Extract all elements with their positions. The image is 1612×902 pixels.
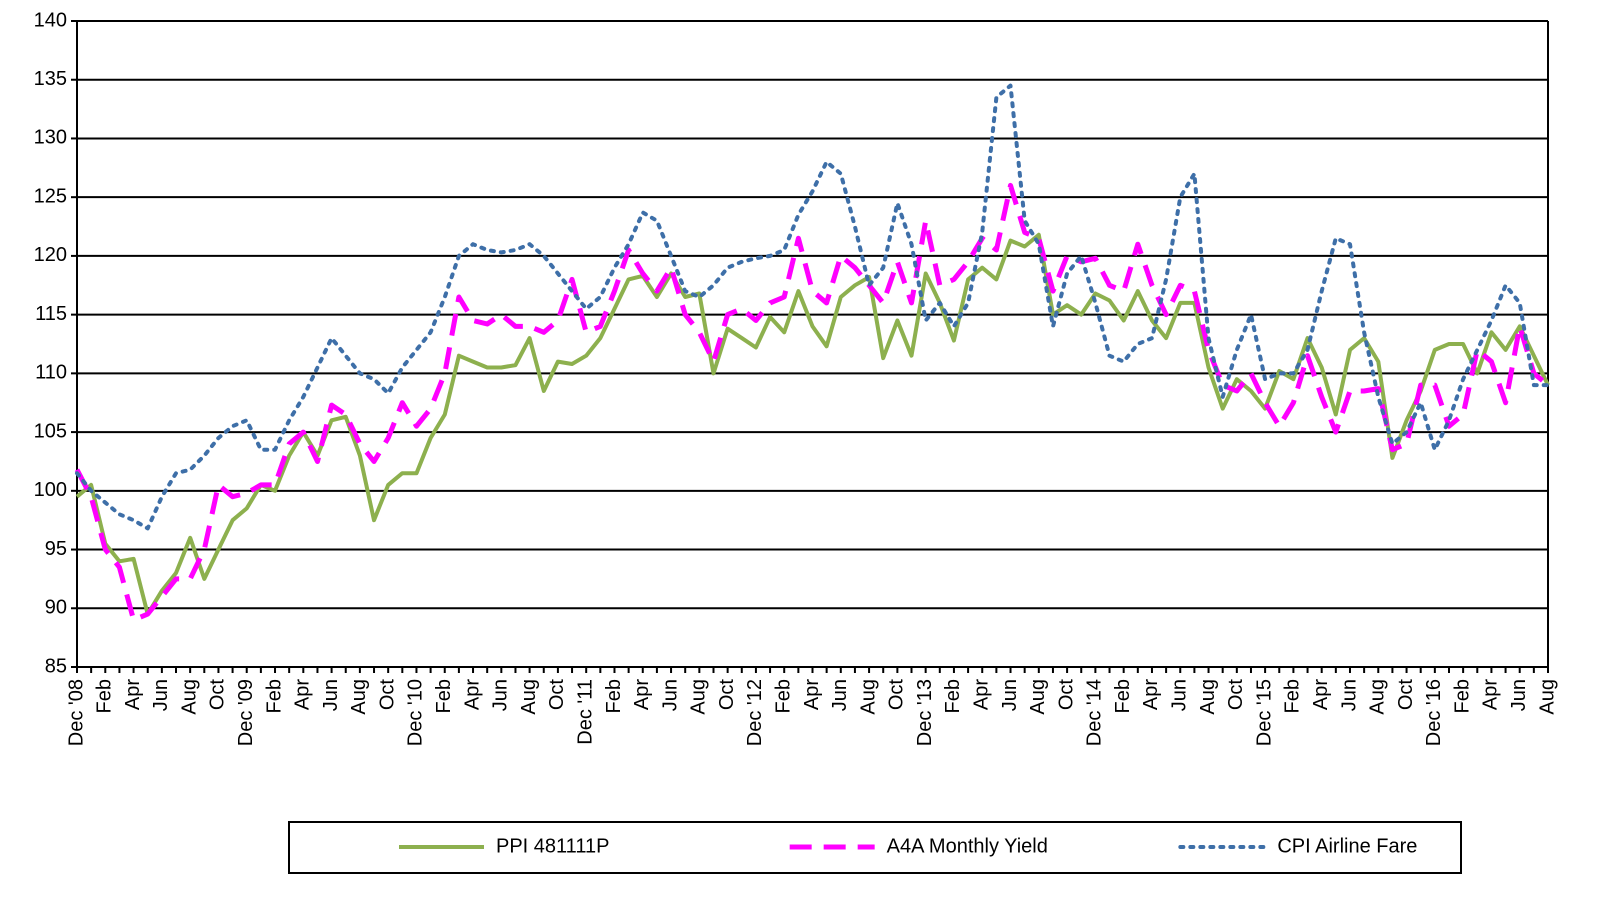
- y-tick-label: 140: [34, 9, 67, 31]
- x-tick-label: Feb: [263, 679, 285, 713]
- x-tick-label: Dec '12: [744, 679, 766, 746]
- x-tick-label: Aug: [857, 679, 879, 715]
- series-line: [75, 83, 1550, 531]
- x-tick-label: Feb: [1451, 679, 1473, 713]
- x-tick-label: Oct: [546, 679, 568, 711]
- x-tick-label: Apr: [1310, 679, 1332, 710]
- x-tick-label: Aug: [1027, 679, 1049, 715]
- y-tick-label: 95: [45, 538, 67, 560]
- x-tick-label: Jun: [320, 679, 342, 711]
- x-tick-label: Apr: [1140, 679, 1162, 710]
- legend-label: A4A Monthly Yield: [887, 835, 1048, 857]
- x-tick-label: Apr: [971, 679, 993, 710]
- x-tick-label: Aug: [1536, 679, 1558, 715]
- x-tick-label: Apr: [801, 679, 823, 710]
- x-tick-label: Feb: [94, 679, 116, 713]
- y-tick-label: 105: [34, 420, 67, 442]
- x-tick-label: Dec '08: [65, 679, 87, 746]
- y-tick-label: 120: [34, 244, 67, 266]
- x-tick-label: Dec '10: [405, 679, 427, 746]
- x-tick-label: Apr: [292, 679, 314, 710]
- x-tick-label: Jun: [1338, 679, 1360, 711]
- x-tick-label: Feb: [772, 679, 794, 713]
- y-tick-label: 90: [45, 597, 67, 619]
- x-tick-label: Jun: [490, 679, 512, 711]
- x-tick-label: Oct: [1055, 679, 1077, 711]
- x-tick-label: Feb: [1112, 679, 1134, 713]
- x-tick-label: Dec '11: [574, 679, 596, 745]
- y-tick-label: 85: [45, 655, 67, 677]
- x-tick-label: Oct: [376, 679, 398, 711]
- x-tick-label: Apr: [122, 679, 144, 710]
- y-tick-label: 130: [34, 127, 67, 149]
- y-tick-label: 125: [34, 185, 67, 207]
- x-tick-label: Oct: [1395, 679, 1417, 711]
- x-tick-label: Dec '15: [1253, 679, 1275, 746]
- x-tick-label: Jun: [829, 679, 851, 711]
- x-tick-label: Dec '14: [1084, 679, 1106, 746]
- x-tick-label: Feb: [942, 679, 964, 713]
- x-tick-label: Aug: [688, 679, 710, 715]
- x-tick-label: Dec '09: [235, 679, 257, 746]
- x-tick-label: Jun: [999, 679, 1021, 711]
- x-tick-label: Oct: [716, 679, 738, 711]
- y-tick-label: 110: [35, 362, 67, 384]
- x-tick-label: Feb: [433, 679, 455, 713]
- x-tick-label: Aug: [1367, 679, 1389, 715]
- legend-box: [288, 821, 1462, 874]
- series-line: [74, 182, 1550, 623]
- y-tick-label: 115: [35, 303, 67, 325]
- x-tick-label: Apr: [1480, 679, 1502, 710]
- x-tick-label: Aug: [518, 679, 540, 715]
- y-tick-label: 100: [34, 479, 67, 501]
- x-tick-label: Aug: [178, 679, 200, 715]
- series-line: [75, 232, 1550, 617]
- legend-label: PPI 481111P: [496, 835, 609, 857]
- x-tick-label: Aug: [348, 679, 370, 715]
- x-tick-label: Jun: [150, 679, 172, 711]
- x-tick-label: Jun: [1508, 679, 1530, 711]
- x-tick-label: Dec '13: [914, 679, 936, 746]
- y-tick-label: 135: [34, 68, 67, 90]
- x-tick-label: Aug: [1197, 679, 1219, 715]
- legend-label: CPI Airline Fare: [1277, 835, 1417, 857]
- x-tick-label: Dec '16: [1423, 679, 1445, 746]
- x-tick-label: Oct: [886, 679, 908, 711]
- x-tick-label: Jun: [659, 679, 681, 711]
- x-tick-label: Feb: [603, 679, 625, 713]
- x-tick-label: Apr: [461, 679, 483, 710]
- x-tick-label: Oct: [207, 679, 229, 711]
- x-tick-label: Apr: [631, 679, 653, 710]
- x-tick-label: Oct: [1225, 679, 1247, 711]
- x-tick-label: Jun: [1169, 679, 1191, 711]
- x-tick-label: Feb: [1282, 679, 1304, 713]
